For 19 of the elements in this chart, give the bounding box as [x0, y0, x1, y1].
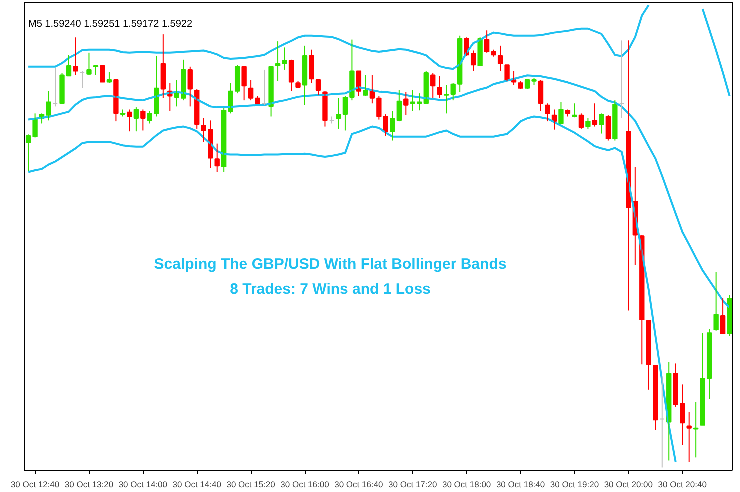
candlestick [100, 66, 106, 83]
x-tick-label: 30 Oct 12:40 [10, 480, 60, 490]
x-tick-label: 30 Oct 20:00 [604, 480, 654, 490]
x-tick-label: 30 Oct 20:40 [658, 480, 708, 490]
candlestick [518, 80, 524, 90]
x-tick-label: 30 Oct 16:00 [280, 480, 330, 490]
annotation: 8 Trades: 7 Wins and 1 Loss [230, 281, 431, 298]
x-tick-label: 30 Oct 18:40 [496, 480, 546, 490]
chart-subtitle: M5 1.59240 1.59251 1.59172 1.5922 [28, 19, 193, 30]
x-tick-label: 30 Oct 19:20 [550, 480, 600, 490]
x-tick-label: 30 Oct 13:20 [64, 480, 114, 490]
candlestick [586, 118, 591, 130]
annotation: Scalping The GBP/USD With Flat Bollinger Bands [154, 256, 507, 273]
x-tick-label: 30 Oct 16:40 [334, 480, 384, 490]
x-tick-label: 30 Oct 15:20 [226, 480, 276, 490]
x-tick-label: 30 Oct 17:20 [388, 480, 438, 490]
x-tick-label: 30 Oct 14:40 [172, 480, 222, 490]
x-tick-label: 30 Oct 14:00 [118, 480, 168, 490]
x-tick-label: 30 Oct 18:00 [442, 480, 492, 490]
